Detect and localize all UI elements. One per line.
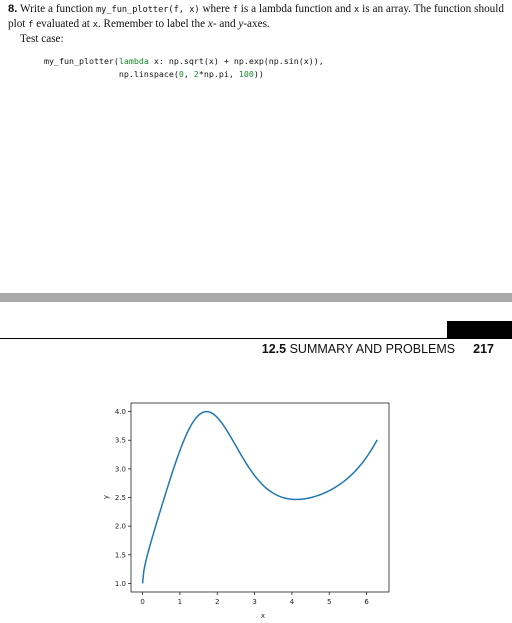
y-tick-label: 3.5 <box>115 437 126 445</box>
code-number: 100 <box>238 69 254 79</box>
test-case-label: Test case: <box>20 33 64 46</box>
inline-code: f <box>232 5 238 15</box>
y-tick-label: 2.0 <box>115 523 126 531</box>
problem-text: is an array. The function should plot <box>8 3 504 31</box>
y-tick-label: 1.0 <box>115 580 126 588</box>
y-tick-label: 1.5 <box>115 551 126 559</box>
y-tick-label: 2.5 <box>115 494 126 502</box>
code-token: my_fun_plotter( <box>44 56 119 66</box>
x-tick-label: 3 <box>252 598 256 606</box>
section-title: SUMMARY AND PROBLEMS <box>286 342 456 356</box>
y-axis-ticks: 1.0 1.5 2.0 2.5 3.0 3.5 4.0 <box>115 408 131 588</box>
x-tick-label: 2 <box>215 598 219 606</box>
inline-code: f <box>28 20 34 31</box>
inline-code: x <box>92 20 98 31</box>
problem-text: -axes. <box>243 18 270 31</box>
code-line-1: my_fun_plotter(lambda x: np.sqrt(x) + np… <box>44 56 324 66</box>
problem-text: Write a function <box>20 3 96 15</box>
y-tick-label: 4.0 <box>115 408 126 416</box>
code-number: 0 <box>178 69 184 79</box>
series-line <box>141 410 378 584</box>
y-axis-label: y <box>102 495 110 499</box>
running-head: 12.5 SUMMARY AND PROBLEMS 217 <box>262 342 494 356</box>
math-x: x <box>207 18 213 31</box>
x-tick-label: 5 <box>327 598 331 606</box>
x-axis-label: x <box>261 612 265 620</box>
code-keyword: lambda <box>118 56 149 66</box>
page-number: 217 <box>473 342 494 356</box>
code-token: *np.pi, <box>198 69 239 79</box>
section-number: 12.5 <box>261 342 287 356</box>
inline-code: x <box>354 5 360 15</box>
problem-statement: 8. Write a function my_fun_plotter(f, x)… <box>8 2 504 47</box>
x-tick-label: 6 <box>364 598 369 606</box>
problem-text: evaluated at <box>33 18 93 31</box>
code-token: x: np.sqrt(x) + np.exp(np.sin(x)), <box>148 56 324 66</box>
x-tick-label: 1 <box>178 598 182 606</box>
code-number: 2 <box>193 69 199 79</box>
code-line-2: np.linspace(0, 2*np.pi, 100)) <box>44 69 264 79</box>
plot-frame <box>130 402 390 593</box>
problem-text: is a lambda function and <box>237 3 355 15</box>
problem-number: 8. <box>8 3 18 15</box>
y-tick-label: 3.0 <box>115 465 126 473</box>
problem-text: . Remember to label the <box>97 18 208 31</box>
math-y: y <box>238 18 244 31</box>
code-token: )) <box>253 69 264 79</box>
x-tick-label: 4 <box>290 598 295 606</box>
problem-text: where <box>199 3 233 15</box>
problem-text: - and <box>212 18 239 31</box>
header-tab <box>447 321 512 338</box>
x-tick-label: 0 <box>140 598 144 606</box>
code-token: , <box>183 69 194 79</box>
x-axis-ticks: 0 1 2 3 4 5 6 <box>140 592 369 606</box>
code-token: np.linspace( <box>44 69 179 79</box>
inline-code: my_fun_plotter(f, x) <box>96 5 200 15</box>
header-rule <box>0 338 512 339</box>
page-break-bar <box>0 293 512 302</box>
code-block: my_fun_plotter(lambda x: np.sqrt(x) + np… <box>44 55 324 81</box>
